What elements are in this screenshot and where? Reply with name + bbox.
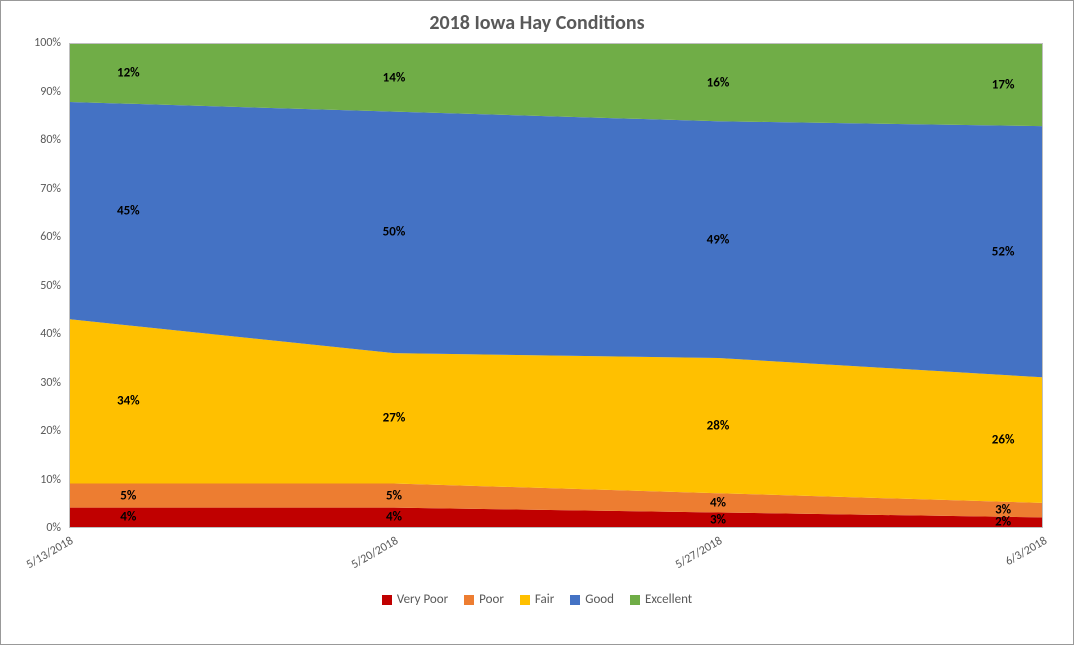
data-label: 4% (386, 510, 402, 525)
data-label: 12% (117, 65, 140, 80)
data-label: 49% (707, 232, 730, 247)
data-label: 5% (120, 488, 136, 503)
data-label: 28% (707, 418, 730, 433)
legend-label: Good (585, 592, 614, 607)
x-axis: 5/13/20185/20/20185/27/20186/3/2018 (69, 528, 1043, 578)
data-label: 4% (710, 495, 726, 510)
y-tick-label: 100% (34, 36, 61, 50)
x-tick-label: 6/3/2018 (1003, 534, 1050, 569)
legend-item-excellent: Excellent (630, 592, 692, 607)
y-tick-label: 0% (46, 521, 61, 535)
data-label: 17% (992, 78, 1015, 93)
legend-label: Excellent (645, 592, 692, 607)
y-tick-label: 70% (40, 182, 61, 196)
legend-swatch (464, 595, 474, 605)
data-label: 52% (992, 244, 1015, 259)
data-label: 16% (707, 75, 730, 90)
x-tick-label: 5/13/2018 (24, 534, 76, 572)
x-tick-label: 5/27/2018 (673, 534, 725, 572)
data-label: 26% (992, 433, 1015, 448)
y-tick-label: 10% (40, 473, 61, 487)
area-svg (70, 44, 1042, 527)
data-label: 4% (120, 510, 136, 525)
legend-swatch (520, 595, 530, 605)
data-label: 5% (386, 488, 402, 503)
y-tick-label: 40% (40, 327, 61, 341)
legend-item-very-poor: Very Poor (382, 592, 448, 607)
y-tick-label: 80% (40, 133, 61, 147)
legend-swatch (382, 595, 392, 605)
legend-item-fair: Fair (520, 592, 554, 607)
legend-label: Very Poor (397, 592, 448, 607)
x-tick-label: 5/20/2018 (349, 534, 401, 572)
y-tick-label: 90% (40, 85, 61, 99)
data-label: 3% (710, 512, 726, 527)
y-tick-label: 20% (40, 424, 61, 438)
y-tick-label: 50% (40, 279, 61, 293)
chart-container: 2018 Iowa Hay Conditions 0% 10% 20% 30% 40% 5… (0, 0, 1074, 645)
legend-item-poor: Poor (464, 592, 504, 607)
data-label: 45% (117, 203, 140, 218)
legend-swatch (630, 595, 640, 605)
legend-swatch (570, 595, 580, 605)
y-axis: 0%10%20%30%40%50%60%70%80%90%100% (21, 43, 65, 528)
y-tick-label: 60% (40, 230, 61, 244)
y-tick-label: 30% (40, 376, 61, 390)
data-label: 27% (383, 411, 406, 426)
plot-area: 4%4%3%2%5%5%4%3%34%27%28%26%45%50%49%52%… (69, 43, 1043, 528)
chart-title: 2018 Iowa Hay Conditions (21, 11, 1053, 35)
data-label: 3% (995, 503, 1011, 518)
plot-area-wrap: 0%10%20%30%40%50%60%70%80%90%100% 4%4%3%… (69, 43, 1043, 528)
data-label: 34% (117, 394, 140, 409)
legend-item-good: Good (570, 592, 614, 607)
data-label: 14% (383, 70, 406, 85)
data-label: 50% (383, 225, 406, 240)
legend-label: Poor (479, 592, 504, 607)
legend: Very Poor Poor Fair Good Excellent (21, 592, 1053, 609)
legend-label: Fair (535, 592, 554, 607)
